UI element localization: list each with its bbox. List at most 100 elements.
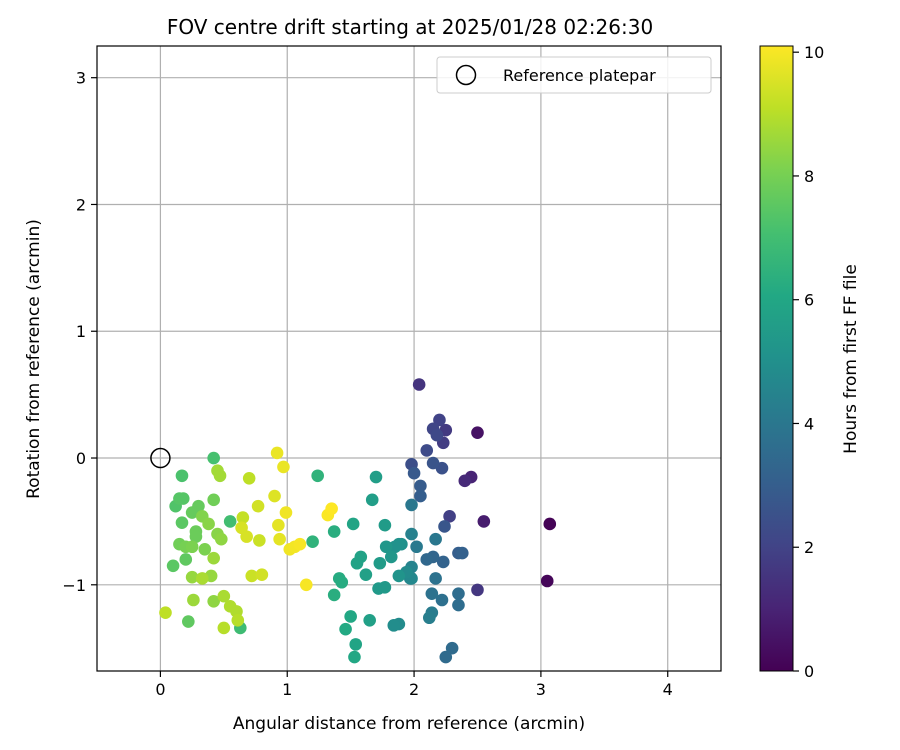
- data-point: [414, 489, 427, 503]
- data-point: [242, 472, 256, 485]
- data-point: [207, 451, 220, 465]
- data-point: [217, 621, 231, 635]
- data-point: [279, 506, 293, 519]
- data-point: [436, 555, 450, 569]
- y-tick-label-3: 2: [76, 195, 86, 214]
- data-point: [407, 466, 421, 480]
- data-point: [471, 426, 484, 439]
- data-point: [429, 532, 442, 546]
- data-point: [223, 515, 237, 528]
- data-point: [405, 527, 418, 541]
- data-point: [327, 588, 341, 602]
- data-point: [420, 444, 434, 457]
- data-point: [159, 606, 172, 619]
- data-point: [438, 520, 451, 533]
- data-point: [359, 568, 373, 581]
- data-point: [363, 613, 376, 627]
- data-point: [477, 515, 491, 528]
- data-point: [471, 583, 484, 597]
- data-point: [185, 540, 199, 554]
- data-point: [430, 428, 444, 442]
- data-point: [344, 610, 357, 623]
- data-point: [273, 532, 286, 546]
- data-point: [214, 532, 228, 546]
- data-point: [253, 534, 266, 547]
- data-point: [335, 575, 349, 589]
- data-point: [373, 556, 387, 570]
- data-point: [429, 572, 442, 585]
- reference-marker-layer: [150, 447, 171, 469]
- data-point: [455, 546, 469, 560]
- data-point: [299, 578, 313, 592]
- colorbar-tick-label-2: 4: [804, 414, 814, 433]
- data-point: [207, 551, 220, 565]
- data-point: [195, 572, 209, 585]
- y-axis-ticks: −1 0 1 2 3: [62, 69, 97, 595]
- data-point: [412, 378, 426, 391]
- y-tick-label-2: 1: [76, 322, 86, 341]
- data-point: [384, 550, 398, 564]
- data-point: [217, 589, 231, 603]
- data-point: [268, 489, 281, 503]
- data-point: [325, 502, 338, 516]
- chart-title: FOV centre drift starting at 2025/01/28 …: [167, 15, 653, 39]
- data-point: [443, 510, 456, 523]
- data-point: [433, 413, 446, 427]
- data-point: [185, 570, 199, 584]
- data-point: [207, 594, 220, 608]
- plot-frame: [96, 45, 722, 672]
- data-point: [327, 525, 341, 538]
- data-points: [159, 378, 557, 664]
- data-point: [410, 540, 423, 554]
- data-point: [378, 518, 392, 532]
- data-point: [175, 516, 189, 529]
- data-point: [420, 553, 434, 566]
- colorbar-tick-label-3: 6: [804, 291, 814, 310]
- x-tick-label-3: 3: [536, 680, 546, 699]
- data-point: [422, 611, 436, 625]
- y-tick-label-0: −1: [62, 576, 86, 595]
- data-point: [540, 574, 554, 588]
- data-point: [435, 593, 449, 607]
- data-point: [452, 598, 465, 612]
- legend: Reference platepar: [436, 56, 712, 94]
- data-point: [293, 537, 307, 551]
- data-point: [339, 622, 352, 636]
- data-point: [306, 535, 319, 548]
- data-point: [452, 587, 465, 600]
- x-tick-label-4: 4: [663, 680, 673, 699]
- y-tick-label-4: 3: [76, 69, 86, 88]
- colorbar-tick-label-0: 0: [804, 662, 814, 681]
- data-point: [379, 540, 393, 554]
- data-point: [414, 479, 427, 493]
- colorbar-ticks: 0 2 4 6 8 10: [793, 43, 824, 681]
- colorbar-tick-label-5: 10: [804, 43, 824, 62]
- data-point: [240, 530, 253, 543]
- data-point: [439, 650, 453, 664]
- x-tick-label-2: 2: [409, 680, 419, 699]
- y-tick-label-1: 0: [76, 449, 86, 468]
- data-point: [272, 518, 285, 532]
- data-point: [270, 446, 284, 460]
- data-point: [369, 470, 383, 484]
- data-point: [255, 568, 269, 581]
- data-point: [346, 517, 360, 531]
- data-point: [392, 569, 406, 583]
- data-point: [213, 469, 227, 483]
- data-point: [458, 474, 472, 488]
- data-point: [445, 641, 459, 655]
- data-point: [176, 492, 190, 505]
- colorbar-tick-label-1: 2: [804, 538, 814, 557]
- data-point: [175, 469, 189, 483]
- x-axis-ticks: 0 1 2 3 4: [155, 671, 673, 699]
- colorbar-tick-label-4: 8: [804, 167, 814, 186]
- legend-box: [436, 56, 712, 94]
- data-point: [231, 613, 245, 627]
- data-point: [277, 460, 290, 474]
- data-point: [349, 638, 363, 651]
- data-point: [251, 499, 265, 513]
- data-point: [365, 493, 379, 507]
- data-point: [387, 619, 401, 632]
- x-tick-label-0: 0: [155, 680, 165, 699]
